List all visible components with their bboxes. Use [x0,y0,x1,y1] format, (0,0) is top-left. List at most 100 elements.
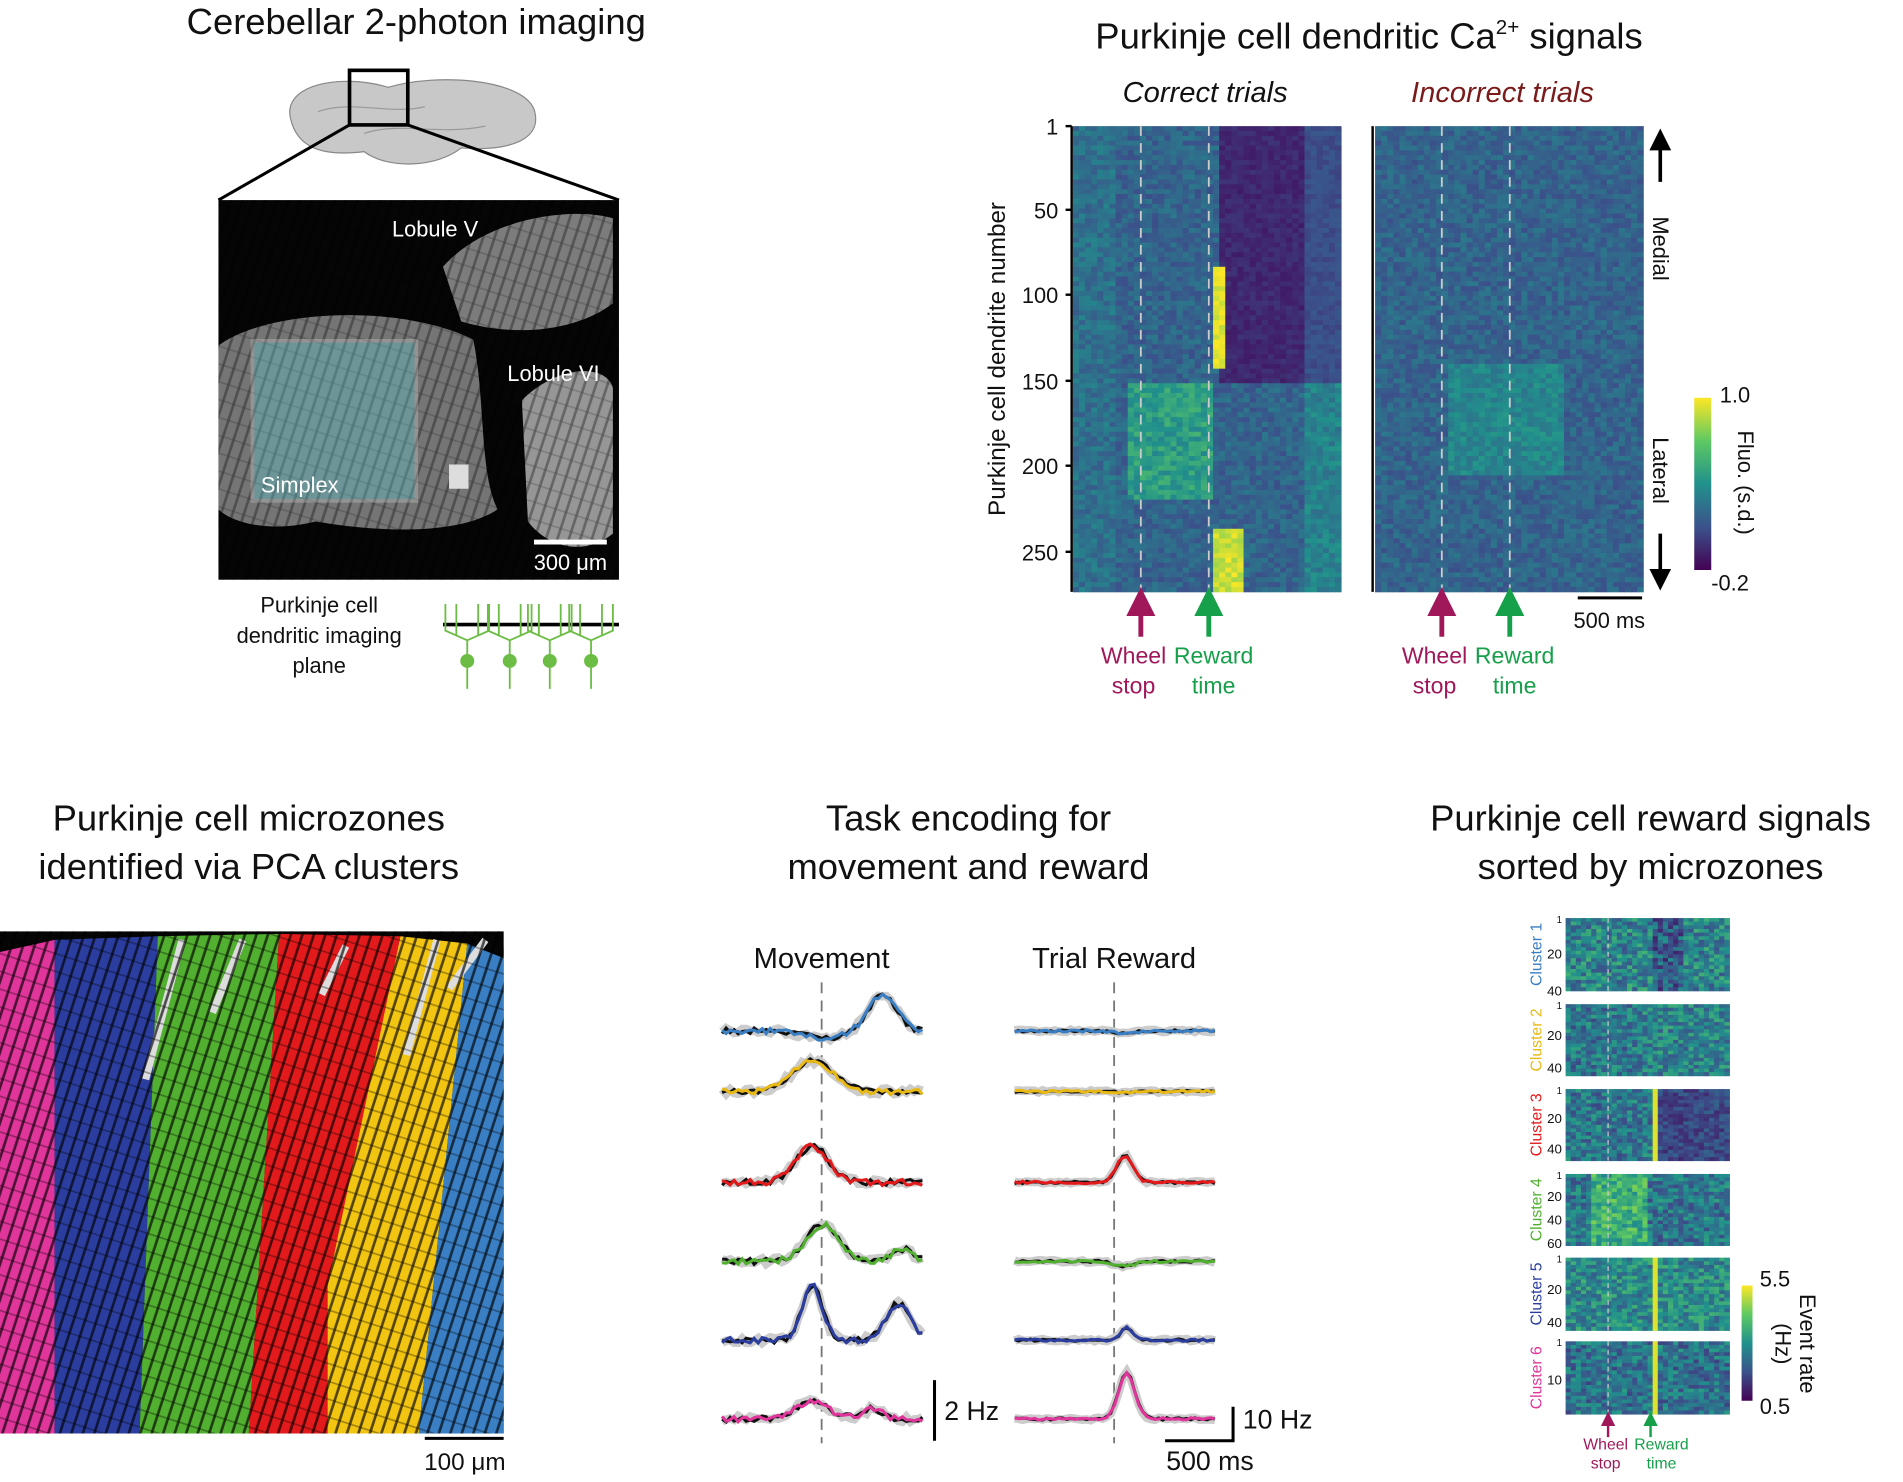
heat-cell [1316,126,1324,132]
heat-cell [1152,140,1159,147]
heat-cell [1310,300,1318,307]
heat-cell [1231,344,1238,350]
heat-cell [1304,237,1312,244]
heat-cell [1078,174,1086,180]
heat-cell [1200,586,1208,593]
heat-cell [1298,383,1305,389]
heat-cell [1231,553,1238,559]
heat-cell [1091,412,1098,418]
heat-cell [1091,383,1098,389]
heat-cell [1334,179,1342,185]
heat-cell [1176,155,1184,161]
heat-cell [1249,485,1257,491]
heat-cell [1255,388,1263,394]
heat-cell [1158,276,1165,282]
heat-cell [1496,140,1504,147]
heat-cell [1298,228,1305,234]
heat-cell [1109,446,1117,452]
heat-cell [1316,354,1324,360]
heat-cell [1188,523,1196,530]
heat-cell [1206,392,1214,399]
heat-cell [1249,160,1257,166]
heat-cell [1334,208,1342,214]
heat-cell [1286,465,1293,472]
heat-cell [1182,402,1190,408]
heat-cell [1103,509,1110,515]
heat-cell [1334,223,1342,229]
heat-cell [1243,164,1251,171]
heat-cell [1188,456,1196,462]
heat-cell [1286,426,1293,433]
heat-cell [1322,485,1330,491]
heat-cell [1442,126,1449,132]
heat-cell [1206,160,1214,166]
heat-cell [1286,456,1293,462]
heat-cell [1182,514,1190,520]
heat-cell [1454,194,1461,200]
heat-cell [1133,397,1141,404]
heat-cell [1200,475,1208,481]
heat-cell [1521,130,1528,137]
heat-cell [1152,228,1159,234]
heat-cell [1170,257,1177,263]
heat-cell [1417,160,1425,166]
heat-cell [1328,465,1336,472]
heat-cell [1322,155,1330,161]
heat-cell [1328,358,1336,365]
heat-cell [1322,373,1330,379]
heat-cell [1127,344,1135,350]
heat-cell [1219,198,1226,205]
heat-cell [1206,300,1214,307]
heat-cell [1115,392,1123,399]
heat-cell [1206,184,1214,190]
heat-cell [1255,368,1263,375]
heat-cell [1176,305,1184,311]
heat-cell [1158,203,1165,210]
heat-cell [1267,198,1275,205]
heat-cell [1085,436,1092,442]
heat-cell [1280,349,1287,355]
heat-cell [1637,194,1644,200]
heat-cell [1158,295,1165,302]
heat-cell [1200,397,1208,404]
heat-cell [1213,426,1220,433]
heat-cell [1085,383,1092,389]
heat-cell [1072,334,1080,341]
heat-cell [1072,373,1080,379]
heat-cell [1121,213,1129,219]
heat-cell [1085,218,1092,224]
heat-cell [1564,160,1571,166]
heat-cell [1255,344,1263,350]
heat-cell [1261,184,1269,190]
heat-cell [1304,194,1312,200]
heat-cell [1612,198,1620,205]
heat-cell [1286,383,1293,389]
heat-cell [1298,271,1305,277]
heat-cell [1286,577,1293,583]
heat-cell [1316,509,1324,515]
heat-cell [1103,392,1110,399]
heat-cell [1152,344,1159,350]
heat-cell [1328,266,1336,273]
heat-cell [1255,562,1263,569]
heat-cell [1176,451,1184,457]
heat-cell [1182,586,1190,593]
heat-cell [1182,155,1190,161]
heat-cell [1194,276,1202,282]
heat-cell [1466,198,1474,205]
heat-cell [1594,155,1602,161]
heat-cell [1564,179,1571,185]
heat-cell [1490,203,1498,210]
heat-cell [1139,179,1147,185]
heat-cell [1139,368,1147,375]
heat-cell [1243,562,1251,569]
heat-cell [1078,349,1086,355]
heat-cell [1237,130,1245,137]
heat-cell [1261,291,1269,297]
heat-cell [1225,198,1232,205]
heat-cell [1176,543,1184,549]
heat-cell [1164,499,1171,505]
heat-cell [1219,354,1226,360]
heat-cell [1200,291,1208,297]
heat-cell [1243,485,1251,491]
